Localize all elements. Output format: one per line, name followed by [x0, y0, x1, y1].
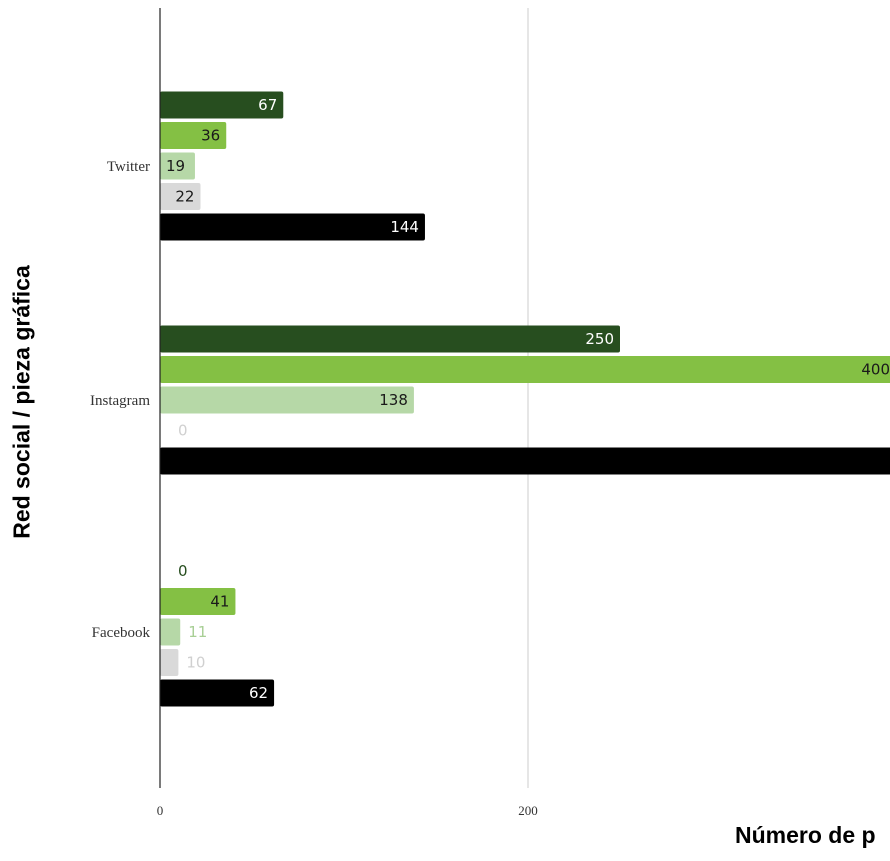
bar — [160, 618, 181, 646]
data-label: 62 — [249, 684, 268, 702]
data-label: 41 — [210, 593, 229, 611]
bar — [160, 588, 236, 615]
category-label: Instagram — [90, 393, 150, 409]
category-label: Facebook — [92, 625, 151, 641]
bar — [160, 386, 414, 414]
bar — [160, 213, 425, 241]
bar — [160, 152, 195, 180]
data-label: 0 — [178, 562, 188, 580]
bar — [160, 649, 179, 676]
data-label: 144 — [390, 218, 419, 236]
category-label: Twitter — [107, 159, 150, 175]
data-label: 36 — [201, 127, 220, 145]
data-label: 22 — [175, 188, 194, 206]
data-label: 0 — [178, 422, 188, 440]
bar — [160, 122, 227, 149]
y-axis-title: Red social / pieza gráfica — [8, 265, 35, 539]
bar — [160, 447, 890, 475]
data-label: 250 — [585, 330, 614, 348]
data-label: 11 — [188, 623, 207, 641]
bar — [160, 325, 620, 353]
bar — [160, 91, 284, 119]
x-axis-title: Número de p — [735, 822, 876, 848]
data-label: 400 — [861, 361, 890, 379]
bar — [160, 356, 890, 383]
data-label: 138 — [379, 391, 408, 409]
x-tick-label: 200 — [518, 803, 538, 818]
data-label: 19 — [166, 157, 185, 175]
bar — [160, 183, 201, 210]
data-label: 67 — [258, 96, 277, 114]
data-label: 10 — [186, 654, 205, 672]
bar — [160, 679, 275, 707]
x-tick-label: 0 — [157, 803, 164, 818]
